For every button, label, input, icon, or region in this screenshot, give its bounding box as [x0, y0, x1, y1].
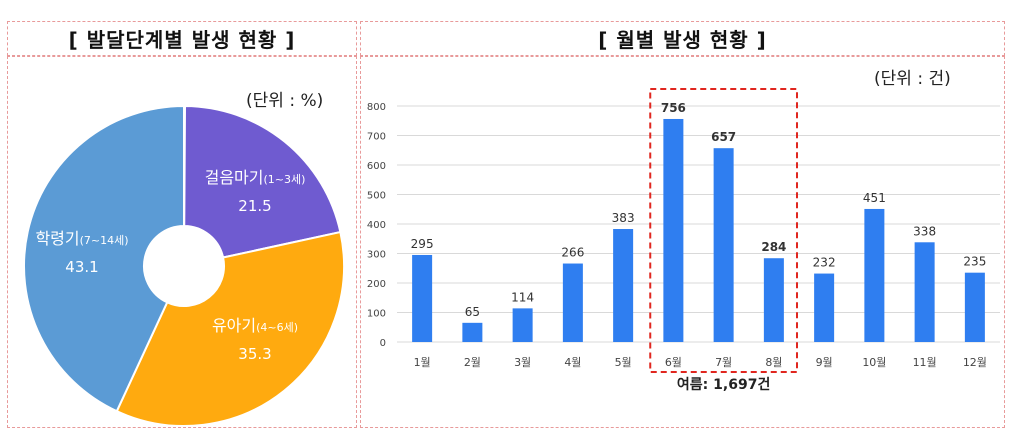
- bar-7: [713, 148, 734, 342]
- left-panel-frame: [7, 56, 357, 428]
- left-panel-title: [ 발달단계별 발생 현황 ]: [68, 28, 296, 52]
- right-panel-frame: [360, 56, 1005, 428]
- right-title-box: [ 월별 발생 현황 ]: [360, 21, 1005, 56]
- pie-slice-4: [23, 104, 185, 413]
- data-label-6: 756: [661, 101, 686, 115]
- x-tick-label-7: 7월: [715, 356, 732, 369]
- bar-1: [412, 254, 433, 342]
- x-tick-label-10: 10월: [862, 356, 886, 369]
- pie-label-value-3: 35.3: [238, 345, 271, 363]
- x-tick-label-12: 12월: [963, 356, 987, 369]
- bar-3: [512, 308, 533, 342]
- x-tick-label-1: 1월: [414, 356, 431, 369]
- x-tick-label-11: 11월: [913, 356, 937, 369]
- right-panel-title: [ 월별 발생 현황 ]: [598, 28, 767, 52]
- x-tick-label-4: 4월: [564, 356, 581, 369]
- data-label-9: 232: [813, 256, 836, 270]
- y-tick-label-200: 200: [367, 279, 386, 290]
- right-unit-label: (단위 : 건): [874, 69, 951, 89]
- x-tick-label-8: 8월: [765, 356, 782, 369]
- left-title-box: [ 발달단계별 발생 현황 ]: [7, 21, 357, 56]
- y-tick-label-800: 800: [367, 102, 386, 113]
- x-tick-label-9: 9월: [816, 356, 833, 369]
- bar-2: [462, 322, 483, 342]
- bar-8: [763, 258, 784, 342]
- bar-5: [613, 229, 634, 342]
- x-tick-label-2: 2월: [464, 356, 481, 369]
- y-tick-label-500: 500: [367, 191, 386, 202]
- bar-10: [864, 208, 885, 342]
- pie-label-value-2: 21.5: [238, 197, 271, 215]
- data-label-10: 451: [863, 191, 886, 205]
- x-tick-label-5: 5월: [615, 356, 632, 369]
- pie-label-value-4: 43.1: [65, 258, 98, 276]
- y-tick-label-300: 300: [367, 250, 386, 261]
- data-label-2: 65: [465, 305, 480, 319]
- summer-total-label: 여름: 1,697건: [677, 376, 770, 393]
- pie-slice-2: [183, 104, 342, 259]
- bar-12: [964, 272, 985, 342]
- data-label-7: 657: [711, 130, 736, 144]
- bar-6: [663, 118, 684, 342]
- y-tick-label-600: 600: [367, 161, 386, 172]
- data-label-5: 383: [612, 211, 635, 225]
- x-tick-label-6: 6월: [665, 356, 682, 369]
- data-label-3: 114: [511, 290, 534, 304]
- data-label-1: 295: [411, 237, 434, 251]
- y-tick-label-100: 100: [367, 309, 386, 320]
- bar-11: [914, 242, 935, 342]
- data-label-4: 266: [561, 246, 584, 260]
- pie-label-name-3: 유아기(4~6세): [212, 316, 298, 335]
- left-unit-label: (단위 : %): [246, 91, 324, 111]
- pie-slice-3: [115, 230, 345, 427]
- pie-label-name-4: 학령기(7~14세): [35, 229, 128, 248]
- bar-9: [814, 273, 835, 342]
- data-label-12: 235: [963, 255, 986, 269]
- bar-4: [562, 263, 583, 342]
- x-tick-label-3: 3월: [514, 356, 531, 369]
- data-label-8: 284: [761, 240, 786, 254]
- data-label-11: 338: [913, 224, 936, 238]
- y-tick-label-700: 700: [367, 132, 386, 143]
- summer-highlight-box: [649, 88, 798, 373]
- y-tick-label-0: 0: [380, 338, 386, 349]
- pie-label-name-2: 걸음마기(1~3세): [205, 168, 306, 187]
- y-tick-label-400: 400: [367, 220, 386, 231]
